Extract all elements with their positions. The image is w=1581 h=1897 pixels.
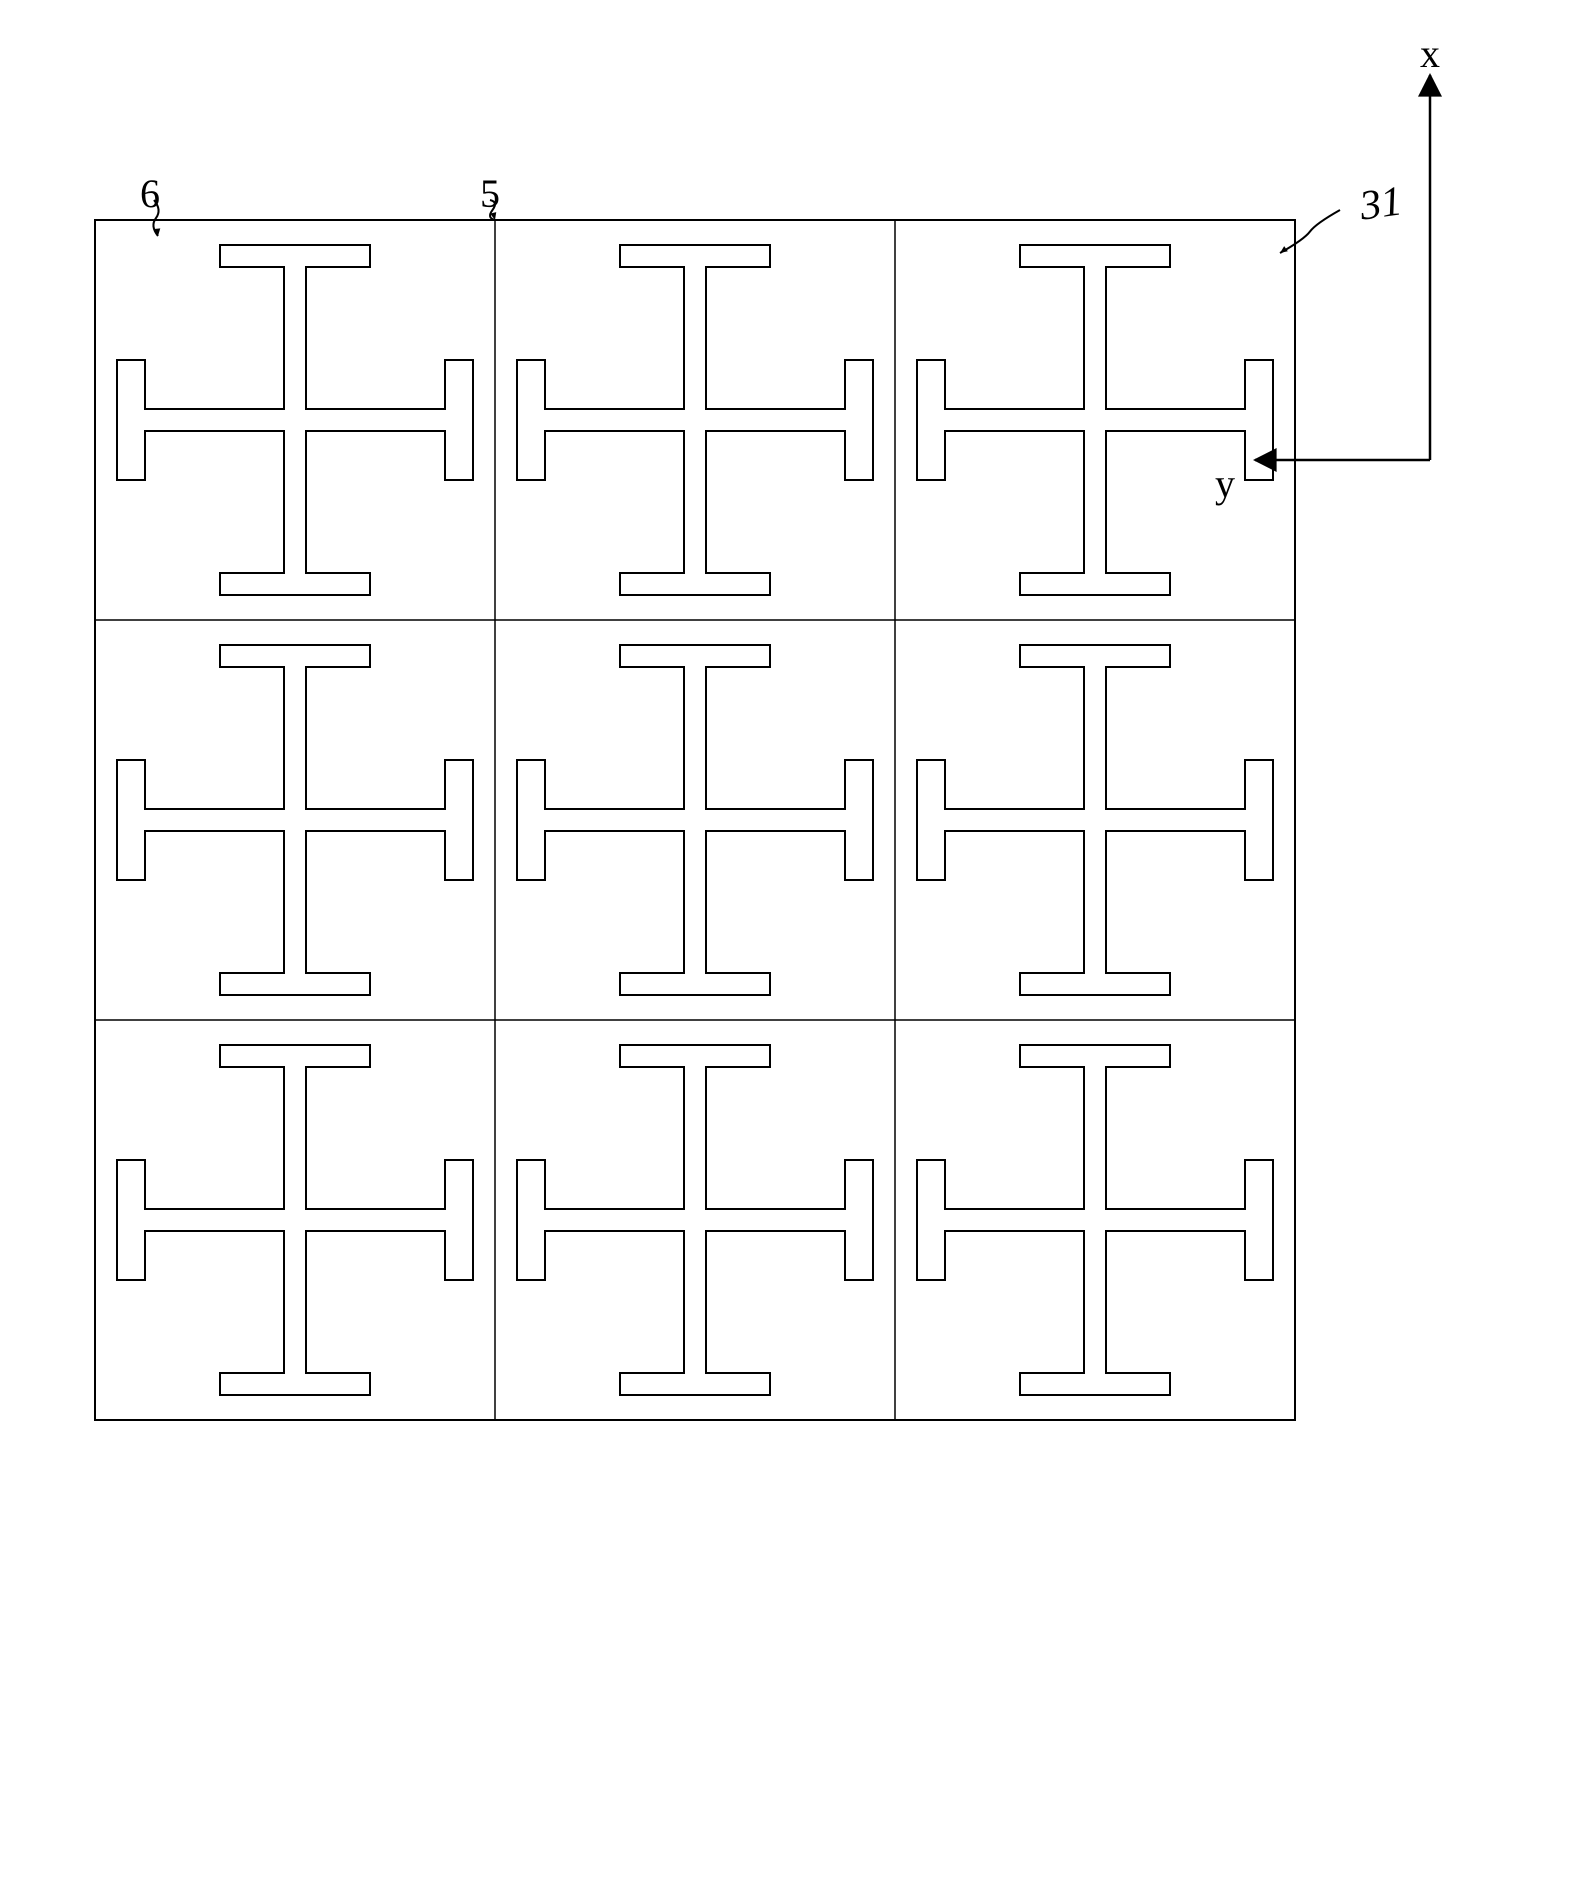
label-31: 31	[1357, 177, 1405, 230]
diagram-svg	[0, 0, 1581, 1897]
axis-y-label: y	[1215, 460, 1235, 507]
axis-x-label: x	[1420, 30, 1440, 77]
label-5: 5	[480, 170, 500, 217]
label-6: 6	[140, 170, 160, 217]
